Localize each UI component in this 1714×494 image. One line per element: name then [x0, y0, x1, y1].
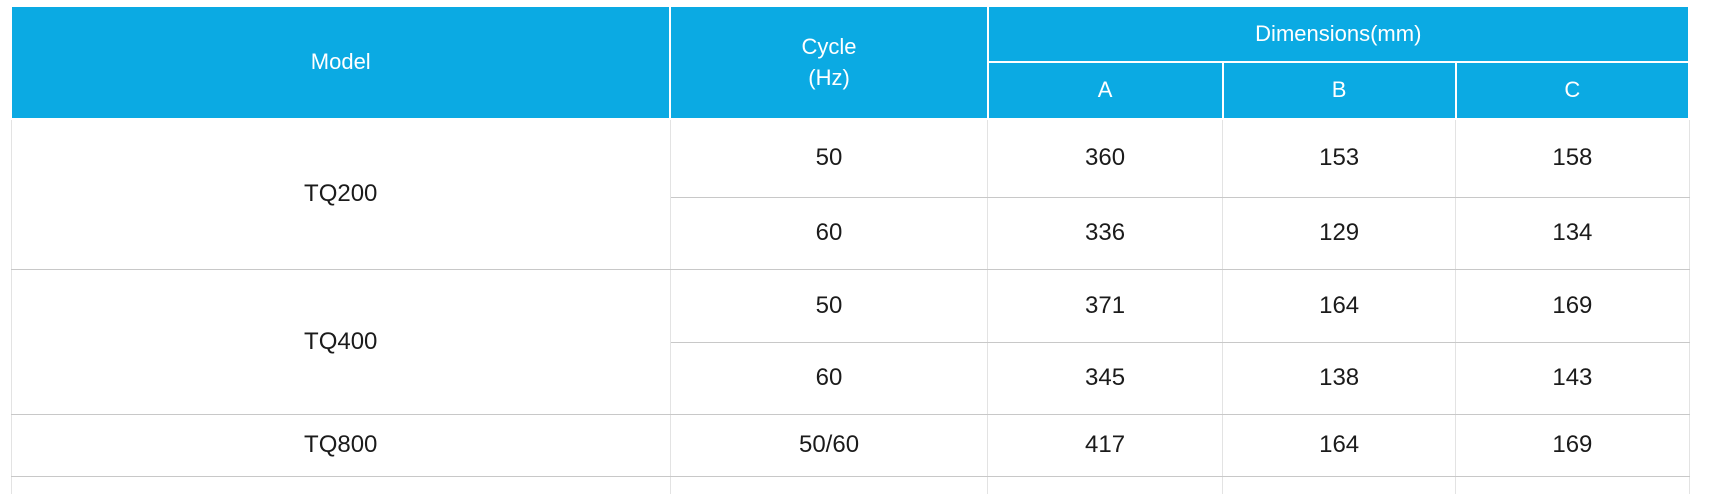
header-cycle-line2: (Hz) [808, 64, 850, 90]
dim-b-cell: 164 [1221, 269, 1457, 343]
cycle-cell: 60 [669, 197, 989, 270]
header-dimensions: Dimensions(mm) [986, 5, 1690, 63]
dim-a-cell: 371 [987, 269, 1223, 343]
header-dim-b: B [1221, 61, 1457, 120]
table-row: TQ400 50 371 164 169 [10, 269, 1690, 415]
partial-row [10, 476, 1690, 494]
dim-a-cell: 336 [987, 197, 1223, 270]
cycle-cell: 50/60 [669, 414, 989, 477]
cycle-cell: 60 [669, 342, 989, 415]
dim-c-cell: 134 [1455, 197, 1690, 270]
dim-c-cell: 169 [1455, 414, 1690, 477]
table-row: 60 336 129 134 [11, 197, 1690, 270]
dim-a-cell: 417 [987, 414, 1223, 477]
cycle-cell: 50 [669, 269, 989, 343]
header-row-top: Model Cycle (Hz) Dimensions(mm) [10, 5, 1690, 120]
model-cell: TQ800 [10, 414, 671, 477]
header-cycle-line1: Cycle [801, 33, 857, 59]
table-row: TQ800 50/60 417 164 169 [10, 414, 1690, 477]
header-cycle: Cycle (Hz) [669, 5, 989, 120]
dim-c-cell: 143 [1455, 342, 1690, 415]
dim-b-cell: 138 [1221, 342, 1457, 415]
dim-b-cell: 129 [1221, 197, 1457, 270]
dim-a-cell [987, 476, 1223, 494]
table-row: 60 345 138 143 [11, 342, 1690, 415]
model-cell [10, 476, 671, 494]
header-model: Model [10, 5, 672, 120]
dim-c-cell: 169 [1455, 269, 1690, 343]
header-row-bottom: A B C [11, 61, 1690, 120]
model-cell: TQ400 [10, 269, 671, 415]
dimensions-spec-table: Model Cycle (Hz) Dimensions(mm) A B C TQ… [10, 5, 1690, 494]
dim-a-cell: 360 [987, 119, 1223, 198]
dim-b-cell [1221, 476, 1457, 494]
dim-b-cell: 153 [1221, 119, 1457, 198]
cycle-cell [669, 476, 989, 494]
model-cell: TQ200 [10, 119, 671, 270]
dim-b-cell: 164 [1221, 414, 1457, 477]
dim-c-cell [1455, 476, 1690, 494]
header-dim-c: C [1454, 61, 1690, 120]
header-dim-a: A [986, 61, 1224, 120]
cycle-cell: 50 [669, 119, 989, 198]
table-row: TQ200 50 360 153 158 [10, 119, 1690, 270]
spec-table-container: Model Cycle (Hz) Dimensions(mm) A B C TQ… [10, 5, 1690, 494]
dim-a-cell: 345 [987, 342, 1223, 415]
dim-c-cell: 158 [1455, 119, 1690, 198]
